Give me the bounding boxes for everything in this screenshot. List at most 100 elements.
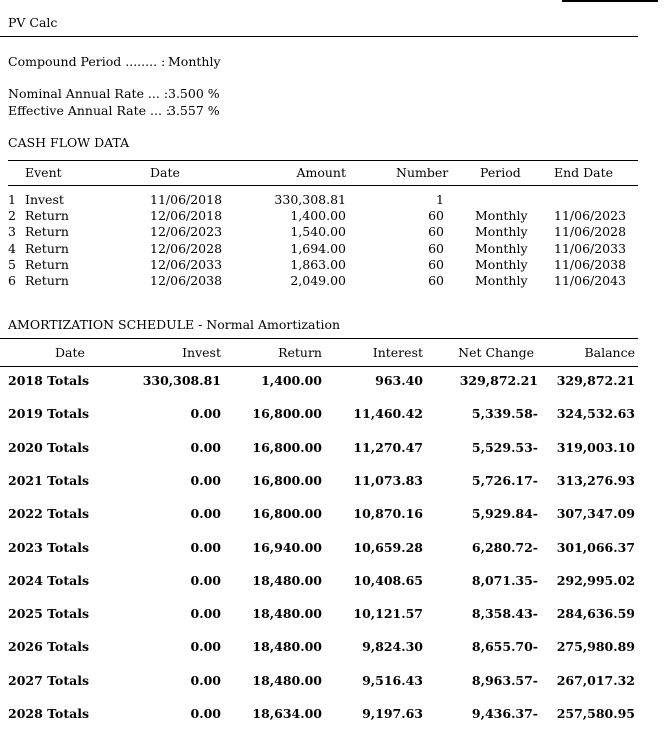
- cf-period: Monthly: [475, 273, 528, 288]
- cf-amount: 1,863.00: [290, 256, 346, 272]
- am-invest: 0.00: [190, 606, 221, 622]
- cf-number: 60: [428, 208, 444, 224]
- am-invest: 0.00: [190, 439, 221, 455]
- am-header-invest: Invest: [182, 345, 221, 360]
- am-balance: 329,872.21: [556, 373, 635, 388]
- cf-amount: 1,540.00: [290, 224, 346, 240]
- cf-number: 60: [428, 240, 444, 256]
- page-title: PV Calc: [8, 15, 58, 30]
- cf-end-date: 11/06/2023: [554, 208, 627, 224]
- cash-flow-row: 6 Return 12/06/2038 2,049.00 60 Monthly 11/06/…: [0, 273, 666, 289]
- amortization-heading: AMORTIZATION SCHEDULE - Normal Amortizat…: [8, 317, 341, 332]
- am-invest: 0.00: [190, 706, 221, 721]
- amortization-row: 2018 Totals 330,308.81 1,400.00 963.40 329,8…: [0, 373, 666, 391]
- am-net-change: 6,280.72-: [471, 539, 538, 555]
- amortization-header-rule: [0, 366, 638, 367]
- cf-index: 1: [8, 192, 16, 207]
- cf-end-date: 11/06/2028: [554, 224, 627, 240]
- cash-flow-heading: CASH FLOW DATA: [8, 135, 130, 150]
- am-interest: 963.40: [375, 373, 423, 388]
- am-return: 18,480.00: [252, 639, 322, 655]
- cf-number: 60: [428, 224, 444, 240]
- cf-end-date: 11/06/2043: [554, 273, 627, 288]
- am-net-change: 9,436.37-: [471, 706, 538, 721]
- cf-index: 3: [8, 224, 16, 240]
- am-header-balance: Balance: [584, 345, 635, 360]
- am-return: 18,480.00: [252, 672, 322, 688]
- cash-flow-top-rule: [8, 160, 638, 161]
- am-balance: 267,017.32: [556, 672, 635, 688]
- col-header-date: Date: [150, 165, 180, 180]
- cf-event: Invest: [25, 192, 64, 207]
- amortization-row: 2021 Totals 0.00 16,800.00 11,073.83 5,726.1…: [0, 473, 666, 491]
- cf-amount: 1,400.00: [290, 208, 346, 224]
- cf-amount: 2,049.00: [290, 273, 346, 288]
- am-interest: 10,870.16: [353, 506, 423, 522]
- am-invest: 0.00: [190, 506, 221, 522]
- cf-date: 12/06/2038: [150, 273, 223, 288]
- cf-amount: 1,694.00: [290, 240, 346, 256]
- am-return: 18,480.00: [252, 606, 322, 622]
- amortization-row: 2027 Totals 0.00 18,480.00 9,516.43 8,963.57…: [0, 673, 666, 691]
- effective-rate-value: 3.557 %: [168, 103, 220, 118]
- am-balance: 301,066.37: [556, 539, 635, 555]
- nominal-rate-value: 3.500 %: [168, 86, 220, 101]
- cf-period: Monthly: [475, 224, 528, 240]
- cash-flow-row: 1 Invest 11/06/2018 330,308.81 1: [0, 192, 666, 208]
- cf-amount: 330,308.81: [274, 192, 346, 207]
- cf-number: 1: [436, 192, 444, 207]
- am-balance: 319,003.10: [556, 439, 635, 455]
- am-return: 16,800.00: [252, 406, 322, 422]
- am-interest: 10,659.28: [353, 539, 423, 555]
- am-balance: 257,580.95: [556, 706, 635, 721]
- am-date: 2019 Totals: [8, 406, 90, 422]
- am-balance: 307,347.09: [556, 506, 635, 522]
- cash-flow-row: 3 Return 12/06/2023 1,540.00 60 Monthly 11/06/…: [0, 224, 666, 240]
- compound-period-label: Compound Period ........ :: [8, 54, 166, 69]
- amortization-row: 2024 Totals 0.00 18,480.00 10,408.65 8,071.3…: [0, 573, 666, 591]
- cf-number: 60: [428, 273, 444, 288]
- am-invest: 0.00: [190, 639, 221, 655]
- col-header-number: Number: [396, 165, 449, 180]
- cash-flow-row: 2 Return 12/06/2018 1,400.00 60 Monthly 11/06/…: [0, 208, 666, 224]
- am-balance: 313,276.93: [556, 472, 635, 488]
- amortization-row: 2028 Totals 0.00 18,634.00 9,197.63 9,436.37…: [0, 706, 666, 724]
- am-return: 18,480.00: [252, 572, 322, 588]
- am-balance: 324,532.63: [556, 406, 635, 422]
- cf-event: Return: [25, 208, 69, 224]
- am-net-change: 8,358.43-: [471, 606, 538, 622]
- cf-number: 60: [428, 256, 444, 272]
- am-return: 16,800.00: [252, 472, 322, 488]
- cf-end-date: 11/06/2038: [554, 256, 627, 272]
- cf-event: Return: [25, 224, 69, 240]
- am-net-change: 8,071.35-: [471, 572, 538, 588]
- am-invest: 0.00: [190, 572, 221, 588]
- amortization-row: 2026 Totals 0.00 18,480.00 9,824.30 8,655.70…: [0, 639, 666, 657]
- cf-period: Monthly: [475, 240, 528, 256]
- cf-index: 5: [8, 256, 16, 272]
- am-interest: 9,197.63: [362, 706, 423, 721]
- am-interest: 9,516.43: [362, 672, 423, 688]
- cf-event: Return: [25, 240, 69, 256]
- am-interest: 11,073.83: [353, 472, 423, 488]
- cf-period: Monthly: [475, 256, 528, 272]
- am-interest: 9,824.30: [362, 639, 423, 655]
- cf-date: 12/06/2023: [150, 224, 223, 240]
- am-date: 2021 Totals: [8, 472, 90, 488]
- am-return: 18,634.00: [252, 706, 322, 721]
- cf-event: Return: [25, 256, 69, 272]
- am-net-change: 5,339.58-: [471, 406, 538, 422]
- am-header-return: Return: [278, 345, 322, 360]
- am-balance: 284,636.59: [556, 606, 635, 622]
- am-net-change: 5,529.53-: [471, 439, 538, 455]
- am-interest: 10,408.65: [353, 572, 423, 588]
- am-interest: 11,460.42: [353, 406, 423, 422]
- col-header-period: Period: [480, 165, 521, 180]
- amortization-row: 2025 Totals 0.00 18,480.00 10,121.57 8,358.4…: [0, 606, 666, 624]
- am-return: 16,800.00: [252, 439, 322, 455]
- am-return: 16,800.00: [252, 506, 322, 522]
- am-date: 2026 Totals: [8, 639, 90, 655]
- am-date: 2023 Totals: [8, 539, 90, 555]
- am-balance: 292,995.02: [556, 572, 635, 588]
- am-return: 1,400.00: [261, 373, 322, 388]
